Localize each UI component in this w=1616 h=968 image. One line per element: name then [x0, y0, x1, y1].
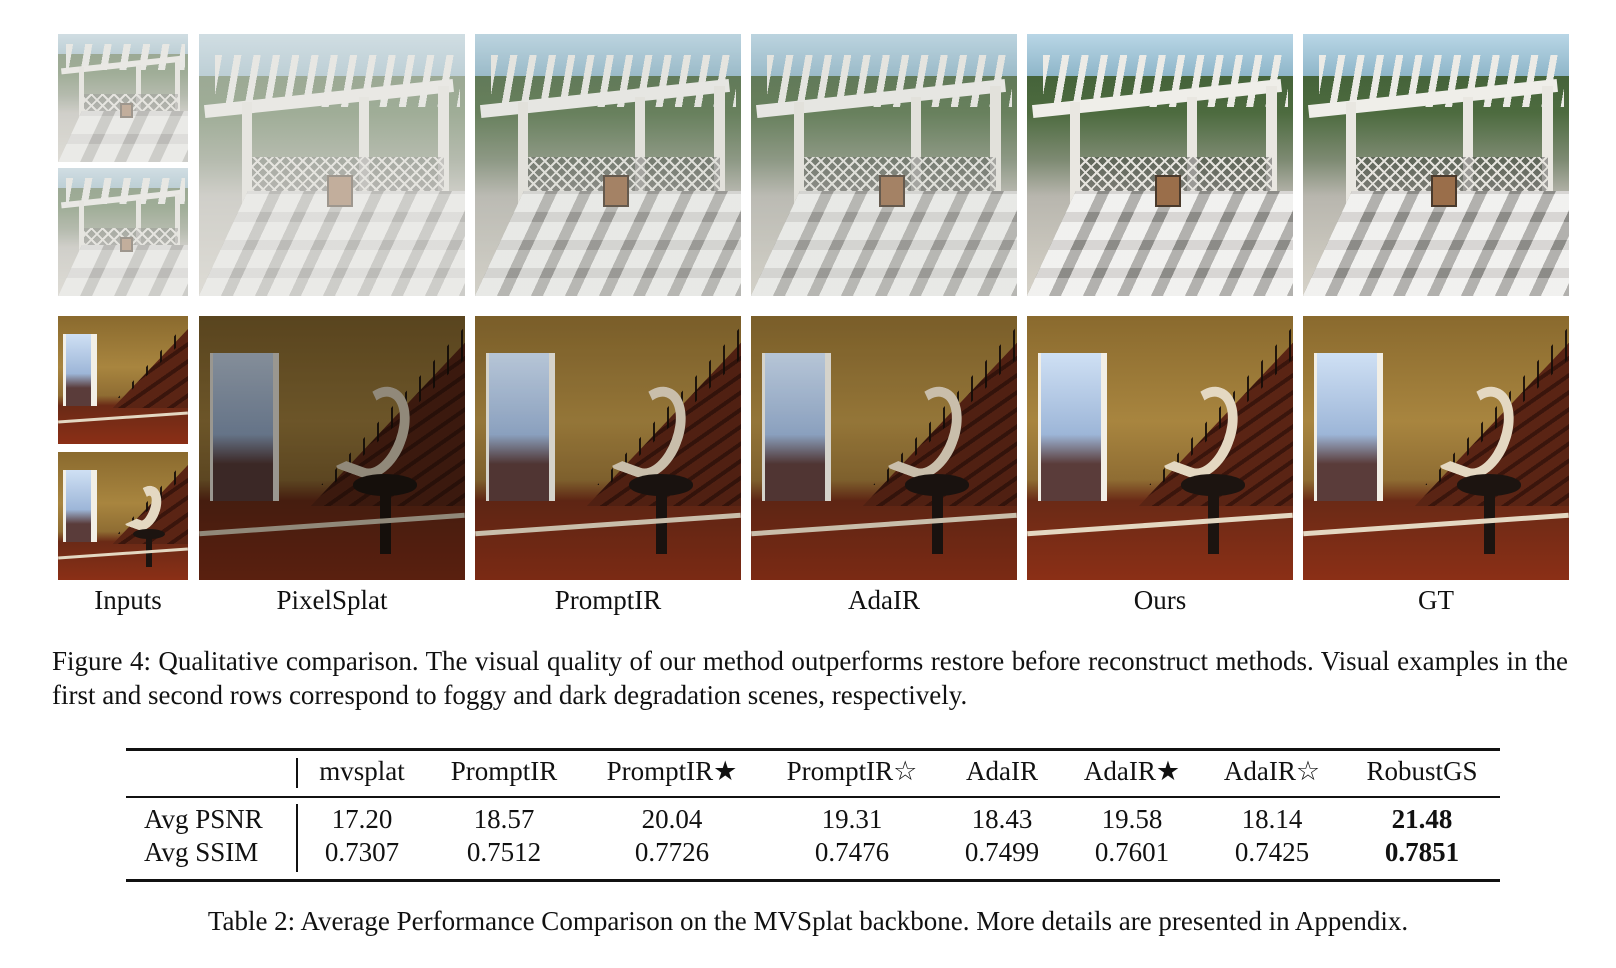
- table-row-label-ssim: Avg SSIM: [144, 837, 259, 867]
- table-row-label-psnr: Avg PSNR: [144, 804, 263, 834]
- table-header-promptir-hollow-star: PromptIR☆: [786, 756, 918, 786]
- figure-caption: Figure 4: Qualitative comparison. The vi…: [52, 646, 1568, 710]
- promptir-result-dark: [475, 316, 741, 580]
- table-cell: 19.31: [821, 804, 883, 834]
- table-cell: 20.04: [641, 804, 703, 834]
- table-cell: 17.20: [331, 804, 393, 834]
- table-cell: 0.7512: [466, 837, 542, 867]
- input-image-foggy-1: [58, 34, 188, 162]
- table-cell: 0.7499: [964, 837, 1040, 867]
- adair-result-dark: [751, 316, 1017, 580]
- pixelsplat-result-foggy: [199, 34, 465, 296]
- table-header-promptir: PromptIR: [450, 756, 558, 786]
- table-cell: 0.7601: [1094, 837, 1170, 867]
- table-cell: 0.7476: [814, 837, 890, 867]
- input-image-dark-2: [58, 452, 188, 580]
- column-label-promptir: PromptIR: [554, 585, 662, 615]
- gt-image-dark: [1303, 316, 1569, 580]
- table-body-divider: [296, 804, 298, 872]
- table-header-adair-hollow-star: AdaIR☆: [1223, 756, 1321, 786]
- table-cell: 0.7726: [634, 837, 710, 867]
- input-image-dark-1: [58, 316, 188, 444]
- table-header-divider: [296, 758, 298, 788]
- table-header-mvsplat: mvsplat: [319, 756, 405, 786]
- column-label-pixelsplat: PixelSplat: [276, 585, 388, 615]
- table-cell-best: 0.7851: [1384, 837, 1460, 867]
- table-cell: 18.57: [473, 804, 535, 834]
- table-header-adair-star: AdaIR★: [1083, 756, 1181, 786]
- table-caption: Table 2: Average Performance Comparison …: [207, 906, 1409, 936]
- table-mid-rule: [126, 796, 1500, 798]
- table-header-robustgs: RobustGS: [1366, 756, 1478, 786]
- input-image-foggy-2: [58, 168, 188, 296]
- gt-image-foggy: [1303, 34, 1569, 296]
- adair-result-foggy: [751, 34, 1017, 296]
- table-cell-best: 21.48: [1391, 804, 1453, 834]
- table-cell: 18.43: [971, 804, 1033, 834]
- table-bottom-rule: [126, 879, 1500, 882]
- table-cell: 19.58: [1101, 804, 1163, 834]
- table-top-rule: [126, 748, 1500, 751]
- table-cell: 0.7425: [1234, 837, 1310, 867]
- results-table: mvsplat PromptIR PromptIR★ PromptIR☆ Ada…: [126, 748, 1500, 882]
- column-label-adair: AdaIR: [848, 585, 920, 615]
- table-cell: 18.14: [1241, 804, 1303, 834]
- ours-result-dark: [1027, 316, 1293, 580]
- table-cell: 0.7307: [324, 837, 400, 867]
- table-header-promptir-star: PromptIR★: [606, 756, 738, 786]
- column-label-ours: Ours: [1133, 585, 1187, 615]
- column-label-inputs: Inputs: [94, 585, 162, 615]
- ours-result-foggy: [1027, 34, 1293, 296]
- column-label-gt: GT: [1418, 585, 1454, 615]
- table-header-adair: AdaIR: [966, 756, 1038, 786]
- promptir-result-foggy: [475, 34, 741, 296]
- pixelsplat-result-dark: [199, 316, 465, 580]
- figure-4: Inputs PixelSplat PromptIR AdaIR Ours GT: [58, 34, 1569, 615]
